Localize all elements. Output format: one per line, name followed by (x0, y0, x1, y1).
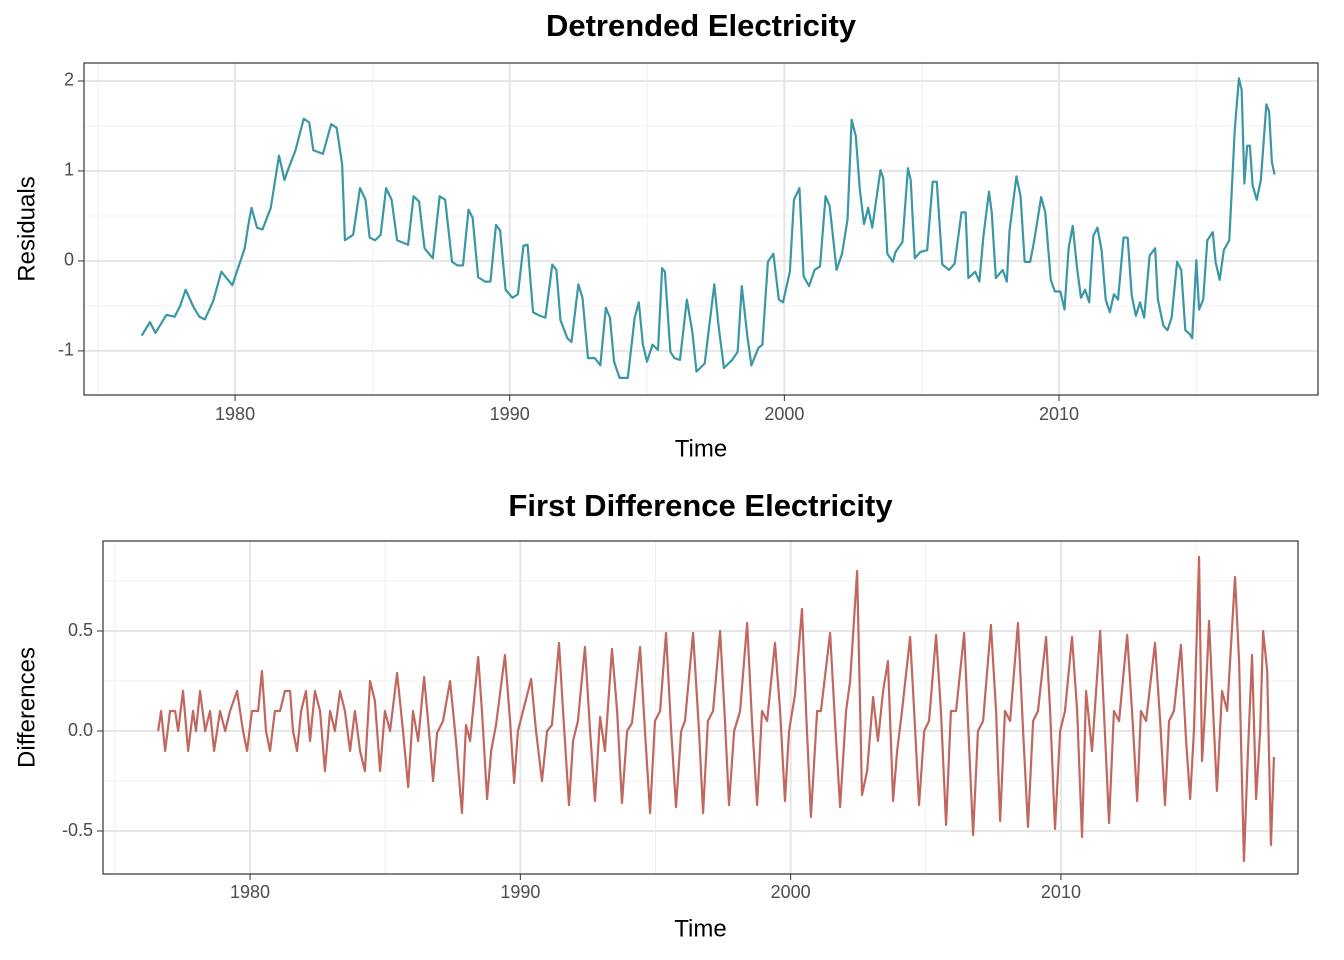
y-tick-label: 0 (64, 250, 74, 270)
x-axis-title: Time (675, 435, 727, 462)
y-tick-label: 2 (64, 70, 74, 90)
y-tick-label: -1 (58, 340, 74, 360)
x-axis-title: Time (674, 915, 726, 942)
chart-title: Detrended Electricity (546, 8, 857, 43)
x-tick-label: 1980 (230, 882, 270, 902)
y-tick-label: 0.0 (68, 720, 93, 740)
plot-background (103, 541, 1298, 874)
x-tick-label: 2000 (764, 404, 804, 424)
chart-title: First Difference Electricity (508, 488, 893, 523)
data-line (157, 555, 1276, 863)
x-tick-label: 1990 (490, 404, 530, 424)
x-tick-label: 1980 (215, 404, 255, 424)
x-tick-label: 2010 (1039, 404, 1079, 424)
y-tick-label: -0.5 (62, 820, 93, 840)
plot-background (84, 63, 1318, 395)
plot-border (102, 540, 1299, 875)
y-axis-title: Differences (13, 647, 40, 768)
x-tick-label: 2010 (1041, 882, 1081, 902)
data-line (140, 77, 1276, 380)
y-tick-label: 0.5 (68, 620, 93, 640)
x-tick-label: 2000 (771, 882, 811, 902)
chart-panel: 1980 1990 2000 2010 -0.5 0.0 0.5 First Differen… (13, 488, 1299, 942)
y-axis-title: Residuals (13, 176, 40, 281)
chart-panel: 1980 1990 2000 2010 -1 0 1 2 Detrended Electrici… (13, 8, 1319, 462)
plot-border (83, 62, 1319, 396)
x-tick-label: 1990 (500, 882, 540, 902)
y-tick-label: 1 (64, 160, 74, 180)
